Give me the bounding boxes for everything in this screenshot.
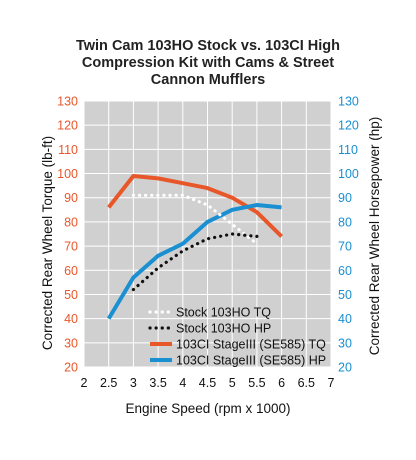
- right-tick-label: 90: [338, 191, 352, 205]
- left-tick-label: 20: [64, 361, 78, 375]
- series-line-3: [107, 174, 283, 238]
- x-tick-label: 2: [81, 376, 88, 390]
- legend-label: 103CI StageIII (SE585) HP: [176, 354, 326, 368]
- right-tick-label: 50: [338, 288, 352, 302]
- legend-label: 103CI StageIII (SE585) TQ: [176, 338, 326, 352]
- left-tick-label: 110: [58, 143, 78, 157]
- x-tick-label: 6.5: [298, 376, 315, 390]
- left-axis-ticks: 20 30 40 50 60 70 80 90 100 110 120 130: [57, 95, 78, 375]
- legend-label: Stock 103HO HP: [176, 322, 271, 336]
- legend: Stock 103HO TQ Stock 103HO HP 103CI StageI…: [148, 306, 326, 368]
- left-tick-label: 50: [64, 288, 78, 302]
- left-tick-label: 40: [64, 312, 78, 326]
- legend-label: Stock 103HO TQ: [176, 306, 271, 320]
- right-tick-label: 40: [338, 312, 352, 326]
- series-group: [106, 174, 283, 320]
- right-tick-label: 110: [338, 143, 358, 157]
- right-tick-label: 20: [338, 361, 352, 375]
- chart-title-line-2: Compression Kit with Cams & Street: [81, 55, 335, 71]
- chart-title-line-1: Twin Cam 103HO Stock vs. 103CI High: [75, 38, 341, 54]
- left-tick-label: 120: [57, 119, 78, 133]
- right-tick-label: 70: [338, 240, 352, 254]
- chart-title: Twin Cam 103HO Stock vs. 103CI High Comp…: [0, 38, 416, 89]
- right-tick-label: 100: [338, 167, 359, 181]
- x-tick-label: 3.5: [149, 376, 166, 390]
- chart-title-line-3: Cannon Mufflers: [150, 72, 266, 88]
- x-tick-label: 4: [179, 376, 186, 390]
- right-tick-label: 120: [338, 119, 359, 133]
- left-tick-label: 30: [64, 336, 78, 350]
- left-tick-label: 100: [57, 167, 78, 181]
- x-tick-label: 6: [278, 376, 285, 390]
- left-tick-label: 70: [64, 240, 78, 254]
- right-tick-label: 60: [338, 264, 352, 278]
- x-tick-label: 7: [328, 376, 335, 390]
- x-tick-label: 5.5: [248, 376, 265, 390]
- right-axis-ticks: 20 30 40 50 60 70 80 90 100 110 120 130: [338, 95, 359, 375]
- x-tick-label: 2.5: [100, 376, 117, 390]
- left-tick-label: 130: [57, 95, 78, 109]
- left-tick-label: 80: [64, 215, 78, 229]
- series-line-1: [131, 193, 259, 246]
- left-tick-label: 90: [64, 191, 78, 205]
- x-tick-label: 3: [130, 376, 137, 390]
- left-axis-title: Corrected Rear Wheel Torque (lb-ft): [40, 136, 55, 350]
- x-tick-label: 4.5: [199, 376, 216, 390]
- left-tick-label: 60: [64, 264, 78, 278]
- x-tick-label: 5: [229, 376, 236, 390]
- right-tick-label: 30: [338, 336, 352, 350]
- x-axis-ticks: 2 2.5 3 3.5 4 4.5 5 5.5 6 6.5 7: [81, 376, 335, 390]
- series-line-4: [106, 203, 282, 320]
- right-tick-label: 80: [338, 215, 352, 229]
- right-tick-label: 130: [338, 95, 359, 109]
- x-axis-title: Engine Speed (rpm x 1000): [125, 401, 290, 416]
- right-axis-title: Corrected Rear Wheel Horsepower (hp): [367, 117, 382, 356]
